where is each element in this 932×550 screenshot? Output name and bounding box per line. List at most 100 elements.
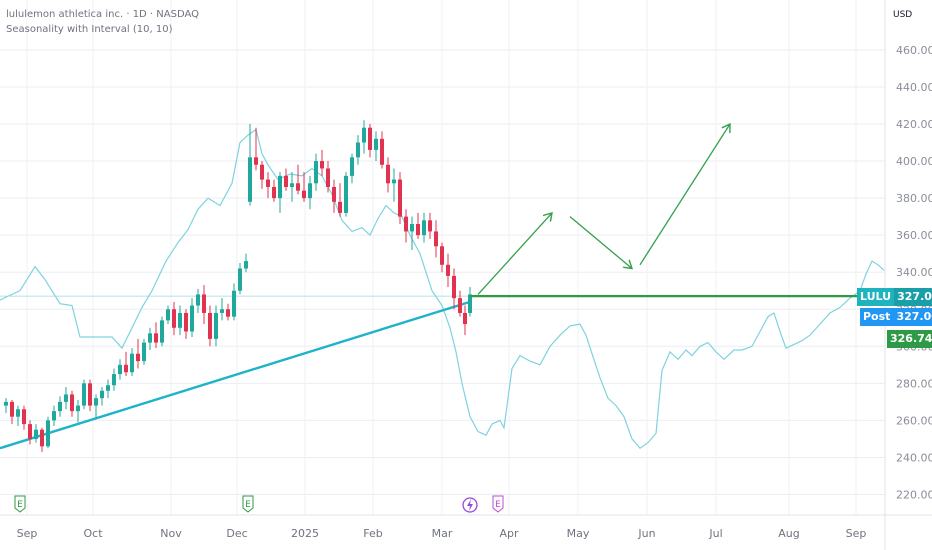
candle-body <box>356 142 360 158</box>
candle-body <box>362 127 366 143</box>
earnings-label: E <box>495 500 501 510</box>
candle-body <box>226 309 230 317</box>
candle-body <box>106 385 110 391</box>
y-tick-label: 440.00 <box>896 81 932 94</box>
y-tick-label: 220.00 <box>896 489 932 502</box>
earnings-icon[interactable] <box>14 495 26 513</box>
y-tick-label: 260.00 <box>896 414 932 427</box>
candle-body <box>22 409 26 425</box>
candle-body <box>290 183 294 187</box>
y-tick-label: 360.00 <box>896 229 932 242</box>
candle-body <box>28 424 32 439</box>
level-price-value: 326.74 <box>890 332 932 345</box>
x-tick-label: Mar <box>432 527 453 540</box>
earnings-icon[interactable] <box>492 495 504 513</box>
candle-body <box>112 374 116 386</box>
y-tick-label: 280.00 <box>896 377 932 390</box>
x-tick-label: Sep <box>17 527 38 540</box>
candle-body <box>368 127 372 150</box>
candle-body <box>392 179 396 184</box>
candle-body <box>202 294 206 313</box>
candle-body <box>40 429 44 447</box>
candle-body <box>244 261 248 269</box>
candle-body <box>374 138 378 150</box>
candle-body <box>34 429 38 439</box>
post-market-label: Post <box>860 308 894 326</box>
candle-body <box>94 398 98 406</box>
candle-body <box>46 420 50 447</box>
earnings-icon[interactable] <box>242 495 254 513</box>
x-tick-label: 2025 <box>291 527 319 540</box>
indicator-legend[interactable]: Seasonality with Interval (10, 10) <box>6 24 173 35</box>
candle-body <box>404 216 408 232</box>
earnings-label: E <box>245 500 251 510</box>
candle-body <box>350 157 354 176</box>
y-tick-label: 380.00 <box>896 192 932 205</box>
level-price-tag: 326.74 <box>887 330 932 348</box>
candle-body <box>320 161 324 169</box>
candle-body <box>284 175 288 187</box>
candle-body <box>326 168 330 187</box>
last-price-value: 327.09 <box>894 288 932 306</box>
x-tick-label: Sep <box>846 527 867 540</box>
candle-body <box>148 333 152 343</box>
candle-body <box>58 401 62 412</box>
candle-body <box>248 157 252 202</box>
projection-arrow[interactable] <box>477 213 552 295</box>
candle-body <box>172 309 176 328</box>
candle-body <box>142 342 146 362</box>
projection-arrow[interactable] <box>639 124 730 266</box>
candle-body <box>386 164 390 184</box>
candle-body <box>118 364 122 375</box>
candle-body <box>166 309 170 321</box>
currency-label[interactable]: USD <box>893 10 913 20</box>
candle-body <box>190 305 194 332</box>
y-tick-label: 400.00 <box>896 155 932 168</box>
candle-body <box>136 353 140 362</box>
candle-body <box>10 401 14 417</box>
post-market-value: 327.00 <box>893 308 932 326</box>
candle-body <box>4 401 8 406</box>
trendline[interactable] <box>0 300 471 450</box>
candle-body <box>278 175 282 199</box>
candle-body <box>232 290 236 317</box>
y-tick-label: 340.00 <box>896 266 932 279</box>
candle-body <box>308 183 312 199</box>
projection-arrow[interactable] <box>569 216 632 269</box>
candle-body <box>463 312 467 325</box>
candle-body <box>124 364 128 373</box>
candle-body <box>76 405 80 412</box>
candle-body <box>468 294 472 313</box>
x-tick-label: Dec <box>226 527 247 540</box>
candle-body <box>184 312 188 332</box>
y-tick-label: 420.00 <box>896 118 932 131</box>
candle-body <box>344 175 348 213</box>
candle-body <box>220 309 224 313</box>
x-tick-label: Oct <box>83 527 103 540</box>
candle-body <box>338 201 342 213</box>
candle-body <box>82 383 86 406</box>
symbol-title[interactable]: lululemon athletica inc. · 1D · NASDAQ <box>6 9 200 20</box>
candle-body <box>154 333 158 343</box>
candle-body <box>178 312 182 328</box>
candle-body <box>196 294 200 306</box>
candle-body <box>208 312 212 339</box>
candle-body <box>260 164 264 180</box>
candle-body <box>100 390 104 399</box>
candle-body <box>254 157 258 165</box>
x-tick-label: Jun <box>637 527 655 540</box>
candle-body <box>272 186 276 199</box>
last-price-symbol: LULU <box>857 288 895 306</box>
candle-body <box>314 161 318 184</box>
candle-body <box>296 183 300 191</box>
lightning-icon <box>467 499 473 511</box>
candle-body <box>70 394 74 412</box>
candle-body <box>440 246 444 265</box>
candle-body <box>238 268 242 291</box>
candle-body <box>422 220 426 236</box>
earnings-label: E <box>17 500 23 510</box>
candle-body <box>410 224 414 232</box>
